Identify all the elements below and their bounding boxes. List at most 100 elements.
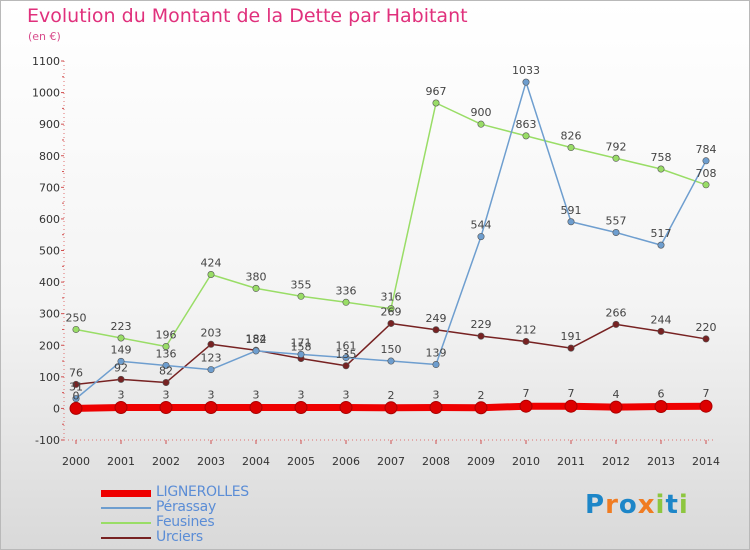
data-point bbox=[387, 357, 395, 365]
legend-label: Urciers bbox=[156, 529, 203, 545]
data-label: 171 bbox=[291, 336, 312, 349]
data-point bbox=[159, 400, 173, 414]
data-point bbox=[297, 350, 305, 358]
data-point bbox=[477, 233, 485, 241]
data-label: 2 bbox=[388, 389, 395, 402]
data-label: 7 bbox=[523, 387, 530, 400]
data-label: 380 bbox=[246, 270, 267, 283]
data-label: 900 bbox=[471, 106, 492, 119]
data-point bbox=[384, 401, 398, 415]
legend-label: LIGNEROLLES bbox=[156, 484, 249, 500]
data-label: 0 bbox=[73, 389, 80, 402]
data-point bbox=[294, 400, 308, 414]
data-label: 203 bbox=[201, 326, 222, 339]
data-label: 1033 bbox=[512, 64, 540, 77]
data-label: 3 bbox=[343, 388, 350, 401]
data-label: 863 bbox=[516, 118, 537, 131]
data-point bbox=[432, 99, 440, 107]
data-label: 196 bbox=[156, 329, 177, 342]
data-point bbox=[432, 361, 440, 369]
x-tick-label: 2012 bbox=[602, 455, 630, 468]
data-point bbox=[609, 400, 623, 414]
data-point bbox=[252, 284, 260, 292]
data-point bbox=[519, 399, 533, 413]
data-label: 135 bbox=[336, 348, 357, 361]
x-tick-label: 2000 bbox=[62, 455, 90, 468]
data-label: 184 bbox=[246, 332, 267, 345]
data-label: 31 bbox=[69, 381, 83, 394]
data-label: 355 bbox=[291, 278, 312, 291]
x-tick-label: 2009 bbox=[467, 455, 495, 468]
data-label: 591 bbox=[561, 204, 582, 217]
data-label: 7 bbox=[703, 387, 710, 400]
data-point bbox=[654, 400, 668, 414]
data-label: 336 bbox=[336, 284, 357, 297]
data-point bbox=[297, 292, 305, 300]
data-label: 250 bbox=[66, 311, 87, 324]
data-point bbox=[387, 305, 395, 313]
legend-label: Pérassay bbox=[156, 499, 216, 515]
data-point bbox=[249, 400, 263, 414]
data-label: 316 bbox=[381, 291, 402, 304]
data-label: 182 bbox=[246, 333, 267, 346]
data-label: 161 bbox=[336, 340, 357, 353]
x-tick-label: 2004 bbox=[242, 455, 270, 468]
data-point bbox=[477, 332, 485, 340]
x-tick-label: 2003 bbox=[197, 455, 225, 468]
data-label: 708 bbox=[696, 167, 717, 180]
data-point bbox=[117, 375, 125, 383]
chart-title: Evolution du Montant de la Dette par Hab… bbox=[27, 5, 468, 27]
data-point bbox=[114, 400, 128, 414]
data-label: 223 bbox=[111, 320, 132, 333]
y-tick-label: 700 bbox=[39, 181, 60, 194]
data-point bbox=[207, 340, 215, 348]
data-label: 517 bbox=[651, 227, 672, 240]
data-point bbox=[432, 326, 440, 334]
data-label: 6 bbox=[658, 388, 665, 401]
data-label: 249 bbox=[426, 312, 447, 325]
data-label: 3 bbox=[253, 388, 260, 401]
data-label: 220 bbox=[696, 321, 717, 334]
data-label: 3 bbox=[298, 388, 305, 401]
x-tick-label: 2005 bbox=[287, 455, 315, 468]
legend-label: Feusines bbox=[156, 514, 215, 530]
data-label: 2 bbox=[478, 389, 485, 402]
data-point bbox=[429, 400, 443, 414]
data-label: 158 bbox=[291, 341, 312, 354]
data-point bbox=[702, 335, 710, 343]
logo-letter: P bbox=[585, 490, 606, 520]
data-point bbox=[612, 154, 620, 162]
data-point bbox=[342, 354, 350, 362]
data-point bbox=[207, 366, 215, 374]
y-tick-label: 600 bbox=[39, 213, 60, 226]
data-label: 758 bbox=[651, 151, 672, 164]
data-label: 76 bbox=[69, 366, 83, 379]
y-tick-label: 800 bbox=[39, 150, 60, 163]
chart-subtitle: (en €) bbox=[28, 30, 61, 43]
y-tick-label: 200 bbox=[39, 339, 60, 352]
logo-letter: x bbox=[637, 490, 656, 520]
data-point bbox=[567, 144, 575, 152]
data-point bbox=[162, 379, 170, 387]
x-tick-label: 2011 bbox=[557, 455, 585, 468]
data-label: 269 bbox=[381, 305, 402, 318]
data-point bbox=[207, 271, 215, 279]
data-point bbox=[657, 327, 665, 335]
legend-swatch bbox=[101, 489, 151, 497]
data-point bbox=[564, 399, 578, 413]
data-point bbox=[72, 395, 80, 403]
data-label: 92 bbox=[114, 361, 128, 374]
data-point bbox=[702, 181, 710, 189]
data-label: 136 bbox=[156, 347, 177, 360]
data-label: 3 bbox=[433, 388, 440, 401]
data-label: 544 bbox=[471, 219, 492, 232]
data-label: 4 bbox=[613, 388, 620, 401]
data-label: 3 bbox=[208, 388, 215, 401]
data-label: 123 bbox=[201, 352, 222, 365]
data-label: 266 bbox=[606, 306, 627, 319]
x-tick-label: 2013 bbox=[647, 455, 675, 468]
data-label: 244 bbox=[651, 313, 672, 326]
data-point bbox=[702, 157, 710, 165]
